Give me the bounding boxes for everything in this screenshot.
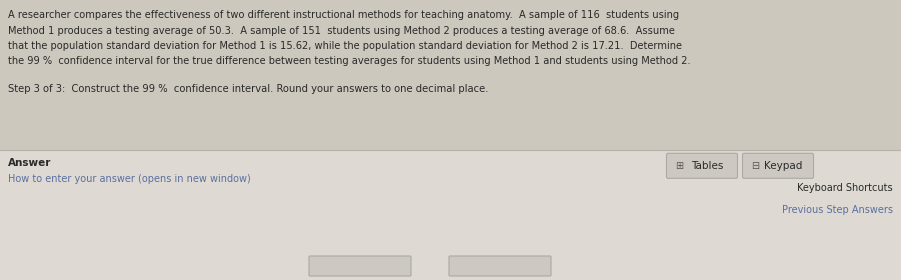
Text: A researcher compares the effectiveness of two different instructional methods f: A researcher compares the effectiveness … [8, 10, 679, 20]
FancyBboxPatch shape [309, 256, 411, 276]
Text: Tables: Tables [691, 161, 724, 171]
Text: Keypad: Keypad [764, 161, 802, 171]
Text: ⊟: ⊟ [751, 161, 760, 171]
FancyBboxPatch shape [667, 153, 738, 178]
Text: ⊞: ⊞ [675, 161, 683, 171]
Text: Answer: Answer [8, 158, 51, 168]
Text: the 99 %  confidence interval for the true difference between testing averages f: the 99 % confidence interval for the tru… [8, 57, 691, 67]
FancyBboxPatch shape [449, 256, 551, 276]
Text: Previous Step Answers: Previous Step Answers [782, 205, 893, 215]
Bar [0, 150, 901, 280]
Text: Keyboard Shortcuts: Keyboard Shortcuts [797, 183, 893, 193]
Bar [0, 0, 901, 150]
Text: that the population standard deviation for Method 1 is 15.62, while the populati: that the population standard deviation f… [8, 41, 682, 51]
Text: How to enter your answer (opens in new window): How to enter your answer (opens in new w… [8, 174, 250, 184]
Text: Method 1 produces a testing average of 50.3.  A sample of 151  students using Me: Method 1 produces a testing average of 5… [8, 25, 675, 36]
Text: Step 3 of 3:  Construct the 99 %  confidence interval. Round your answers to one: Step 3 of 3: Construct the 99 % confiden… [8, 84, 488, 94]
FancyBboxPatch shape [742, 153, 814, 178]
